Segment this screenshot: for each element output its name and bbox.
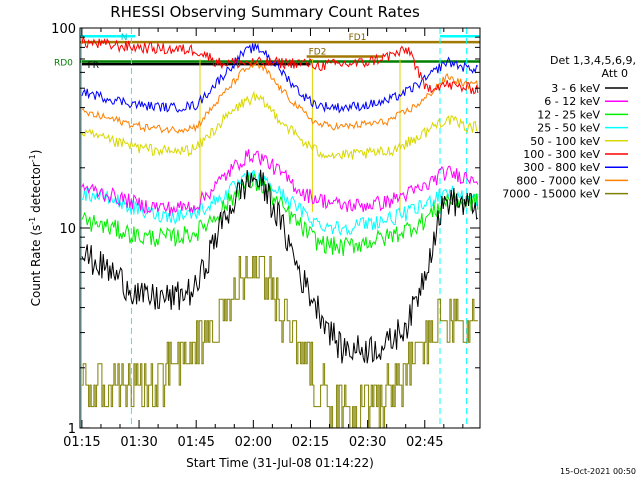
x-tick-label-2: 01:45	[177, 435, 214, 450]
series-line-7	[81, 60, 479, 134]
series-line-2	[81, 172, 479, 256]
flag-lines: N FD1 FD2 RD0 FR	[54, 33, 480, 71]
legend-label-3: 25 - 50 keV	[537, 122, 600, 135]
y-tick-label-2: 100	[51, 22, 76, 37]
series-line-3	[81, 169, 479, 236]
y-axis-label-sup1: -1	[28, 217, 37, 225]
series-line-1	[81, 149, 479, 217]
x-axis-label: Start Time (31-Jul-08 01:14:22)	[186, 456, 374, 470]
series-group	[81, 34, 479, 429]
flag-label-fd2: FD2	[309, 48, 327, 58]
flag-label-fr: FR	[88, 61, 99, 71]
y-axis-label-end: )	[29, 150, 43, 155]
y-tick-label-0: 1	[68, 422, 76, 437]
y-axis-label: Count Rate (s-1 detector-1)	[28, 150, 43, 307]
legend-header-line-2: Att 0	[602, 67, 628, 80]
y-axis-label-main: Count Rate (s	[29, 225, 43, 307]
x-tick-label-3: 02:00	[235, 435, 272, 450]
legend-label-6: 300 - 800 keV	[523, 161, 600, 174]
series-line-6	[81, 42, 479, 114]
series-line-4	[81, 90, 479, 160]
y-axis-label-sup2: -1	[28, 154, 37, 162]
flag-label-n: N	[121, 33, 128, 43]
vertical-markers	[80, 28, 468, 428]
x-tick-label-5: 02:30	[349, 435, 386, 450]
legend-label-2: 12 - 25 keV	[537, 108, 600, 121]
legend-label-5: 100 - 300 keV	[523, 148, 600, 161]
legend-label-8: 7000 - 15000 keV	[502, 188, 600, 201]
y-tick-label-1: 10	[59, 222, 76, 237]
x-tick-label-6: 02:45	[406, 435, 443, 450]
flag-label-rd0: RD0	[54, 58, 73, 68]
legend-header-line-1: Det 1,3,4,5,6,9,	[550, 54, 636, 67]
axes: 01:15 01:30 01:45 02:00 02:15 02:30 02:45 1 10 10…	[51, 22, 480, 450]
legend-label-0: 3 - 6 keV	[551, 82, 600, 95]
flag-label-fd1: FD1	[349, 33, 367, 43]
legend-label-4: 50 - 100 keV	[530, 135, 600, 148]
x-tick-label-4: 02:15	[292, 435, 329, 450]
footer-timestamp: 15-Oct-2021 00:50	[560, 467, 636, 476]
x-tick-label-0: 01:15	[63, 435, 100, 450]
series-line-8	[81, 256, 478, 429]
series-line-0	[81, 169, 479, 364]
legend-label-7: 800 - 7000 keV	[516, 174, 600, 187]
legend-label-1: 6 - 12 keV	[544, 95, 600, 108]
series-line-5	[81, 34, 479, 95]
y-axis-label-mid: detector	[29, 162, 43, 217]
chart-title: RHESSI Observing Summary Count Rates	[110, 3, 420, 21]
x-tick-label-1: 01:30	[120, 435, 157, 450]
